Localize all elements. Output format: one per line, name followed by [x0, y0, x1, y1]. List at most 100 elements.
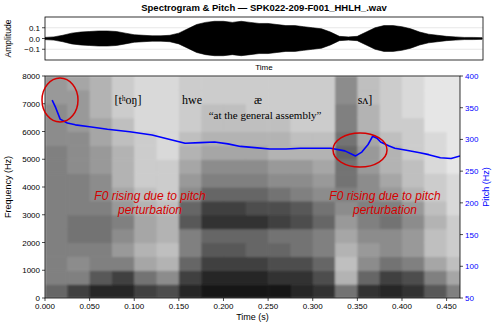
- tick-label: 3000: [22, 211, 40, 220]
- spectrogram-cell: [67, 256, 90, 270]
- spectrogram-cell: [424, 90, 447, 104]
- spectrogram-cell: [268, 173, 291, 187]
- spectrogram-cell: [380, 159, 403, 173]
- axis-title: Time: [255, 63, 273, 72]
- tick-label: 0.1: [29, 24, 41, 33]
- spectrogram-cell: [157, 256, 180, 270]
- spectrogram-cell: [268, 201, 291, 215]
- spectrogram-cell: [112, 229, 135, 243]
- spectrogram-cell: [424, 159, 447, 173]
- spectrogram-cell: [112, 145, 135, 159]
- tick: [357, 298, 358, 301]
- tick: [460, 107, 463, 108]
- spectrogram-cell: [290, 256, 313, 270]
- spectrogram-cell: [67, 159, 90, 173]
- spectrogram-cell: [179, 229, 202, 243]
- spectrogram-cell: [90, 173, 113, 187]
- spectrogram-cell: [313, 76, 336, 90]
- spectrogram-cell: [424, 173, 447, 187]
- tick: [460, 76, 463, 77]
- spectrogram-cell: [246, 187, 269, 201]
- spectrogram-cell: [201, 159, 224, 173]
- spectrogram-cell: [223, 215, 246, 229]
- axis-title: Amplitude: [3, 19, 13, 57]
- spectrogram-cell: [335, 173, 358, 187]
- spectrogram-cell: [112, 256, 135, 270]
- annotation-line: perturbation: [117, 203, 182, 217]
- spectrogram-cell: [246, 132, 269, 146]
- spectrogram-cell: [179, 145, 202, 159]
- axis-title: Frequency (Hz): [3, 156, 13, 218]
- spectrogram-cell: [268, 243, 291, 257]
- spectrogram-cell: [447, 132, 460, 146]
- spectrogram-cell: [112, 243, 135, 257]
- spectrogram-cell: [201, 270, 224, 284]
- spectrogram-cell: [313, 173, 336, 187]
- spectrogram-cell: [290, 159, 313, 173]
- spectrogram-cell: [45, 159, 68, 173]
- spectrogram-cell: [179, 201, 202, 215]
- spectrogram-cell: [402, 76, 425, 90]
- tick-label: 6000: [22, 128, 40, 137]
- tick: [460, 202, 463, 203]
- spectrogram-cell: [45, 173, 68, 187]
- spectrogram-cell: [157, 90, 180, 104]
- spectrogram-cell: [201, 229, 224, 243]
- spectrogram-cell: [90, 145, 113, 159]
- lines: [52, 100, 460, 158]
- tick-label: 0.400: [392, 302, 413, 311]
- spectrogram-cell: [45, 256, 68, 270]
- spectrogram-cell: [447, 284, 460, 298]
- tick-label: 350: [465, 104, 479, 113]
- spectrogram-cell: [424, 118, 447, 132]
- tick: [223, 298, 224, 301]
- tick: [268, 298, 269, 301]
- spectrogram-cell: [290, 187, 313, 201]
- highlight-circle: [42, 78, 78, 122]
- tick-label: 0.450: [437, 302, 458, 311]
- spectrogram-cell: [67, 243, 90, 257]
- spectrogram-cell: [424, 284, 447, 298]
- spectrogram-cell: [380, 118, 403, 132]
- annotation-line: F0 rising due to pitch: [329, 189, 441, 203]
- spectrogram-cell: [447, 229, 460, 243]
- tick-label: 2000: [22, 239, 40, 248]
- spectrogram-cell: [45, 270, 68, 284]
- spectrogram-cell: [179, 173, 202, 187]
- spectrogram-cell: [223, 159, 246, 173]
- spectrogram-cell: [380, 284, 403, 298]
- spectrogram-cell: [179, 243, 202, 257]
- spectrogram-cell: [90, 159, 113, 173]
- spectrogram-cell: [424, 229, 447, 243]
- spectrogram-cell: [45, 118, 68, 132]
- spectrogram-cell: [157, 159, 180, 173]
- tick-label: 400: [465, 72, 479, 81]
- spectrogram-cell: [447, 243, 460, 257]
- spectrogram-cell: [268, 90, 291, 104]
- tick: [42, 76, 45, 77]
- spectrogram-cell: [201, 215, 224, 229]
- annotation: F0 rising due to pitchperturbation: [329, 189, 441, 217]
- spectrogram-cell: [335, 243, 358, 257]
- spectrogram-cell: [290, 90, 313, 104]
- spectrogram-cell: [223, 187, 246, 201]
- tick-label: 0.000: [35, 302, 56, 311]
- spectrogram-cell: [268, 159, 291, 173]
- spectrogram-cell: [246, 243, 269, 257]
- tick: [178, 298, 179, 301]
- spectrogram-cell: [447, 201, 460, 215]
- tick-label: 0.200: [213, 302, 234, 311]
- spectrogram-cell: [290, 132, 313, 146]
- spectrogram: [45, 76, 460, 298]
- spectrogram-cell: [246, 173, 269, 187]
- tick-label: 0.050: [80, 302, 101, 311]
- spectrogram-cell: [246, 270, 269, 284]
- spectrogram-cell: [290, 215, 313, 229]
- spectrogram-cell: [447, 76, 460, 90]
- spectrogram-cell: [380, 229, 403, 243]
- spectrogram-cell: [268, 76, 291, 90]
- spectrogram-cell: [134, 243, 157, 257]
- spectrogram-cell: [447, 173, 460, 187]
- tick-label: 0.100: [124, 302, 145, 311]
- axis-title: Time (s): [236, 312, 269, 322]
